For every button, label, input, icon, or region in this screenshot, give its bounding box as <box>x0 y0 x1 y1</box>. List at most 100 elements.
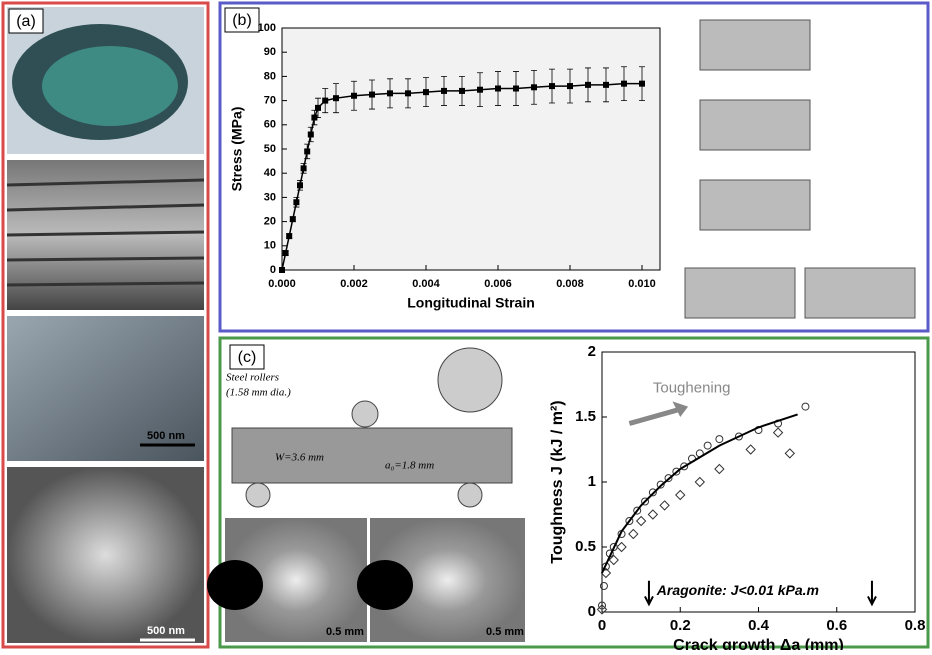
data-point <box>387 90 393 97</box>
data-point <box>351 92 357 99</box>
y-tick-label: 60 <box>264 119 276 131</box>
data-point <box>675 489 686 501</box>
data-point <box>596 604 608 615</box>
data-point <box>333 95 339 102</box>
data-point <box>664 474 673 483</box>
x-tick-label: 0.006 <box>484 278 512 290</box>
y-tick-label: 10 <box>264 240 276 252</box>
panel-label: (a) <box>16 13 36 30</box>
data-point <box>648 488 657 497</box>
data-point <box>459 87 465 94</box>
data-point <box>784 448 796 459</box>
data-point <box>598 601 606 610</box>
data-point <box>282 250 289 257</box>
panel-label: (b) <box>232 12 252 29</box>
data-point <box>672 467 681 476</box>
panel-label: (c) <box>238 349 257 366</box>
x-tick-label: 0.010 <box>628 278 656 290</box>
x-tick-label: 0.000 <box>268 278 296 290</box>
y-tick-label: 1.5 <box>575 408 596 425</box>
data-point <box>297 182 303 189</box>
y-tick-label: 50 <box>264 143 276 155</box>
roller <box>245 482 271 508</box>
panel-label-box <box>229 344 265 370</box>
data-point <box>369 91 375 98</box>
y-tick-label: 70 <box>264 95 276 107</box>
data-point <box>745 444 756 455</box>
data-point <box>801 402 810 411</box>
panel-label-box <box>224 7 260 33</box>
sem-interface <box>7 316 204 461</box>
plot-frame <box>281 27 661 271</box>
data-point <box>628 528 639 540</box>
beam <box>231 427 513 484</box>
toughening-arrowhead <box>672 401 689 417</box>
data-point <box>495 85 501 92</box>
data-point <box>423 89 429 96</box>
x-tick-label: 0.8 <box>905 617 926 634</box>
data-point <box>567 83 573 90</box>
data-point <box>772 427 784 438</box>
marker-arrow <box>644 580 654 607</box>
data-point <box>603 81 609 88</box>
x-tick-label: 0.2 <box>670 617 691 634</box>
annotation: Toughening <box>653 379 731 396</box>
data-point <box>293 199 300 206</box>
data-point <box>300 165 307 172</box>
data-point <box>647 509 659 520</box>
y-tick-label: 30 <box>264 191 276 203</box>
x-tick-label: 0.002 <box>340 278 368 290</box>
x-tick-label: 0.004 <box>412 278 440 290</box>
x-tick-label: 0.4 <box>748 617 770 634</box>
x-tick-label: 0.008 <box>556 278 584 290</box>
data-point <box>441 87 447 94</box>
data-point <box>286 233 293 240</box>
y-axis-label: Toughness J (kJ / m²) <box>549 400 566 563</box>
data-point <box>307 131 314 138</box>
data-point <box>694 476 706 488</box>
y-tick-label: 1 <box>588 473 596 490</box>
y-tick-label: 2 <box>588 343 596 360</box>
scale-label: 0.5 mm <box>326 626 364 638</box>
diagram-label: (1.58 mm dia.) <box>226 387 291 399</box>
y-tick-label: 40 <box>264 167 276 179</box>
data-point <box>531 84 537 91</box>
data-point <box>405 90 411 97</box>
data-point <box>549 83 555 90</box>
data-point <box>304 148 311 155</box>
scale-label: 0.5 mm <box>486 626 524 638</box>
data-point <box>621 80 627 87</box>
roller <box>351 400 379 428</box>
data-point <box>703 441 712 450</box>
sem-fibers <box>7 467 204 643</box>
notch <box>357 560 413 610</box>
x-axis-label: Crack growth Δa (mm) <box>673 637 844 650</box>
data-point <box>625 517 634 525</box>
shell-inner <box>42 46 178 126</box>
panel-label-box <box>8 8 44 34</box>
y-tick-label: 80 <box>264 70 276 82</box>
scale-label: 500 nm <box>147 625 185 637</box>
data-point <box>315 104 321 111</box>
y-tick-label: 90 <box>264 46 276 58</box>
data-point <box>641 497 650 506</box>
data-point <box>477 86 483 93</box>
data-point <box>322 97 329 104</box>
zoom-circle <box>437 347 503 413</box>
data-point <box>585 81 591 88</box>
toughening-arrow <box>628 406 681 426</box>
notch <box>207 560 263 610</box>
roller <box>457 482 483 508</box>
marker-arrow <box>867 580 877 607</box>
annotation: Aragonite: J<0.01 kPa.m <box>656 582 819 598</box>
data-point <box>616 541 627 553</box>
data-point <box>513 85 519 92</box>
data-point <box>279 267 285 273</box>
data-point <box>656 480 665 489</box>
diagram-label: a₀=1.8 mm <box>385 460 434 472</box>
data-point <box>714 463 725 475</box>
y-tick-label: 20 <box>264 216 276 228</box>
data-point <box>715 435 724 444</box>
stack-schematics <box>684 19 916 319</box>
